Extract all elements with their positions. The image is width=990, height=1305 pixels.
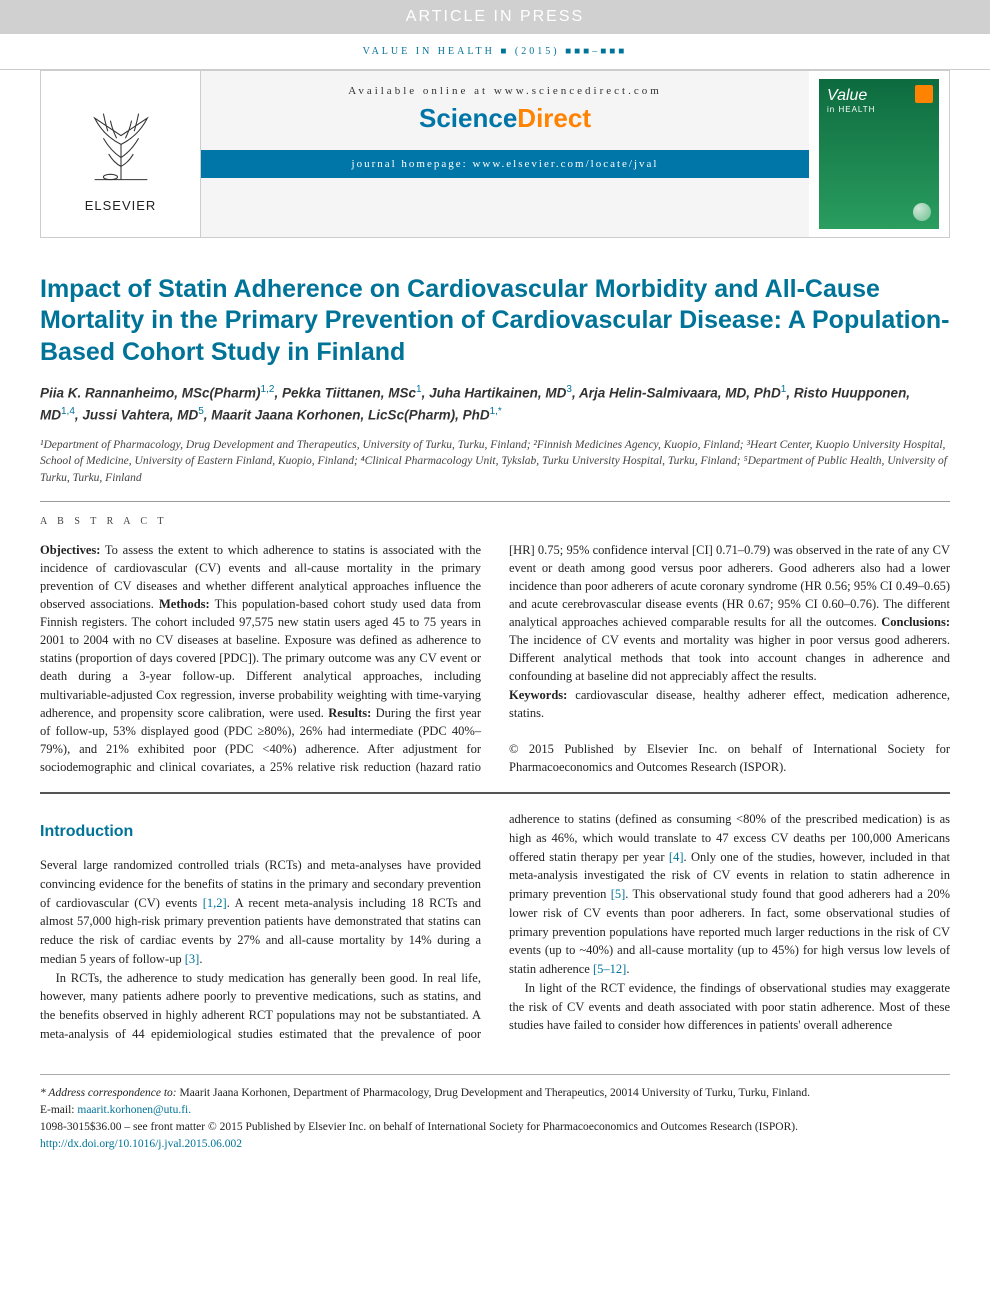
cover-badge-icon <box>915 85 933 103</box>
email-line: E-mail: maarit.korhonen@utu.fi. <box>40 1102 950 1119</box>
ref-link[interactable]: [4] <box>669 850 684 864</box>
ref-link[interactable]: [5–12] <box>593 962 626 976</box>
affiliations: ¹Department of Pharmacology, Drug Develo… <box>40 437 950 487</box>
banner-mid: Available online at www.sciencedirect.co… <box>201 71 809 237</box>
issn-line: 1098-3015$36.00 – see front matter © 201… <box>40 1119 950 1136</box>
objectives-label: Objectives: <box>40 543 100 557</box>
abstract-copyright: © 2015 Published by Elsevier Inc. on beh… <box>509 742 950 774</box>
ref-link[interactable]: [3] <box>185 952 200 966</box>
article-in-press-banner: ARTICLE IN PRESS <box>0 0 990 34</box>
journal-cover-thumb: Value in HEALTH <box>819 79 939 229</box>
journal-homepage-row: journal homepage: www.elsevier.com/locat… <box>201 150 809 178</box>
email-label: E-mail: <box>40 1104 77 1116</box>
journal-reference-header: VALUE IN HEALTH ■ (2015) ■■■–■■■ <box>0 34 990 70</box>
keywords-text: cardiovascular disease, healthy adherer … <box>509 688 950 720</box>
divider <box>40 501 950 502</box>
sd-word-a: Science <box>419 103 517 133</box>
conclusions-text: The incidence of CV events and mortality… <box>509 633 950 683</box>
ref-link[interactable]: [5] <box>611 887 626 901</box>
doi-link[interactable]: http://dx.doi.org/10.1016/j.jval.2015.06… <box>40 1136 950 1153</box>
sciencedirect-logo[interactable]: ScienceDirect <box>201 103 809 150</box>
intro-heading: Introduction <box>40 820 481 844</box>
cover-subtitle: in HEALTH <box>827 105 931 114</box>
ref-link[interactable]: [1,2] <box>203 896 227 910</box>
elsevier-logo-box: ELSEVIER <box>41 71 201 237</box>
correspondence-text: Maarit Jaana Korhonen, Department of Pha… <box>177 1087 810 1099</box>
methods-text: This population-based cohort study used … <box>40 597 481 720</box>
abstract-label: A B S T R A C T <box>40 516 950 527</box>
publisher-banner: ELSEVIER Available online at www.science… <box>40 70 950 238</box>
email-link[interactable]: maarit.korhonen@utu.fi. <box>77 1104 191 1116</box>
correspondence-line: * Address correspondence to: Maarit Jaan… <box>40 1085 950 1102</box>
homepage-prefix: journal homepage: <box>352 158 473 170</box>
article-content: Impact of Statin Adherence on Cardiovasc… <box>0 238 990 1074</box>
divider-thick <box>40 792 950 794</box>
methods-label: Methods: <box>159 597 210 611</box>
correspondence-label: * Address correspondence to: <box>40 1087 177 1099</box>
sd-word-b: Direct <box>517 103 591 133</box>
journal-cover-box: Value in HEALTH <box>809 71 949 237</box>
intro-p1: Several large randomized controlled tria… <box>40 856 481 969</box>
elsevier-label: ELSEVIER <box>85 198 157 213</box>
intro-p2d: . <box>626 962 629 976</box>
sciencedirect-url[interactable]: www.sciencedirect.com <box>494 85 662 97</box>
abstract-body: Objectives: To assess the extent to whic… <box>40 541 950 777</box>
keywords-label: Keywords: <box>509 688 567 702</box>
cover-globe-icon <box>913 203 931 221</box>
intro-p3: In light of the RCT evidence, the findin… <box>509 979 950 1035</box>
footer-block: * Address correspondence to: Maarit Jaan… <box>40 1074 950 1178</box>
intro-p1c: . <box>199 952 202 966</box>
results-label: Results: <box>328 706 371 720</box>
available-online-line: Available online at www.sciencedirect.co… <box>201 71 809 103</box>
available-prefix: Available online at <box>348 85 494 97</box>
article-title: Impact of Statin Adherence on Cardiovasc… <box>40 274 950 368</box>
body-columns: Introduction Several large randomized co… <box>40 810 950 1044</box>
conclusions-label: Conclusions: <box>881 615 950 629</box>
author-list: Piia K. Rannanheimo, MSc(Pharm)1,2, Pekk… <box>40 382 950 427</box>
homepage-url[interactable]: www.elsevier.com/locate/jval <box>472 158 658 170</box>
elsevier-tree-icon <box>77 96 165 194</box>
